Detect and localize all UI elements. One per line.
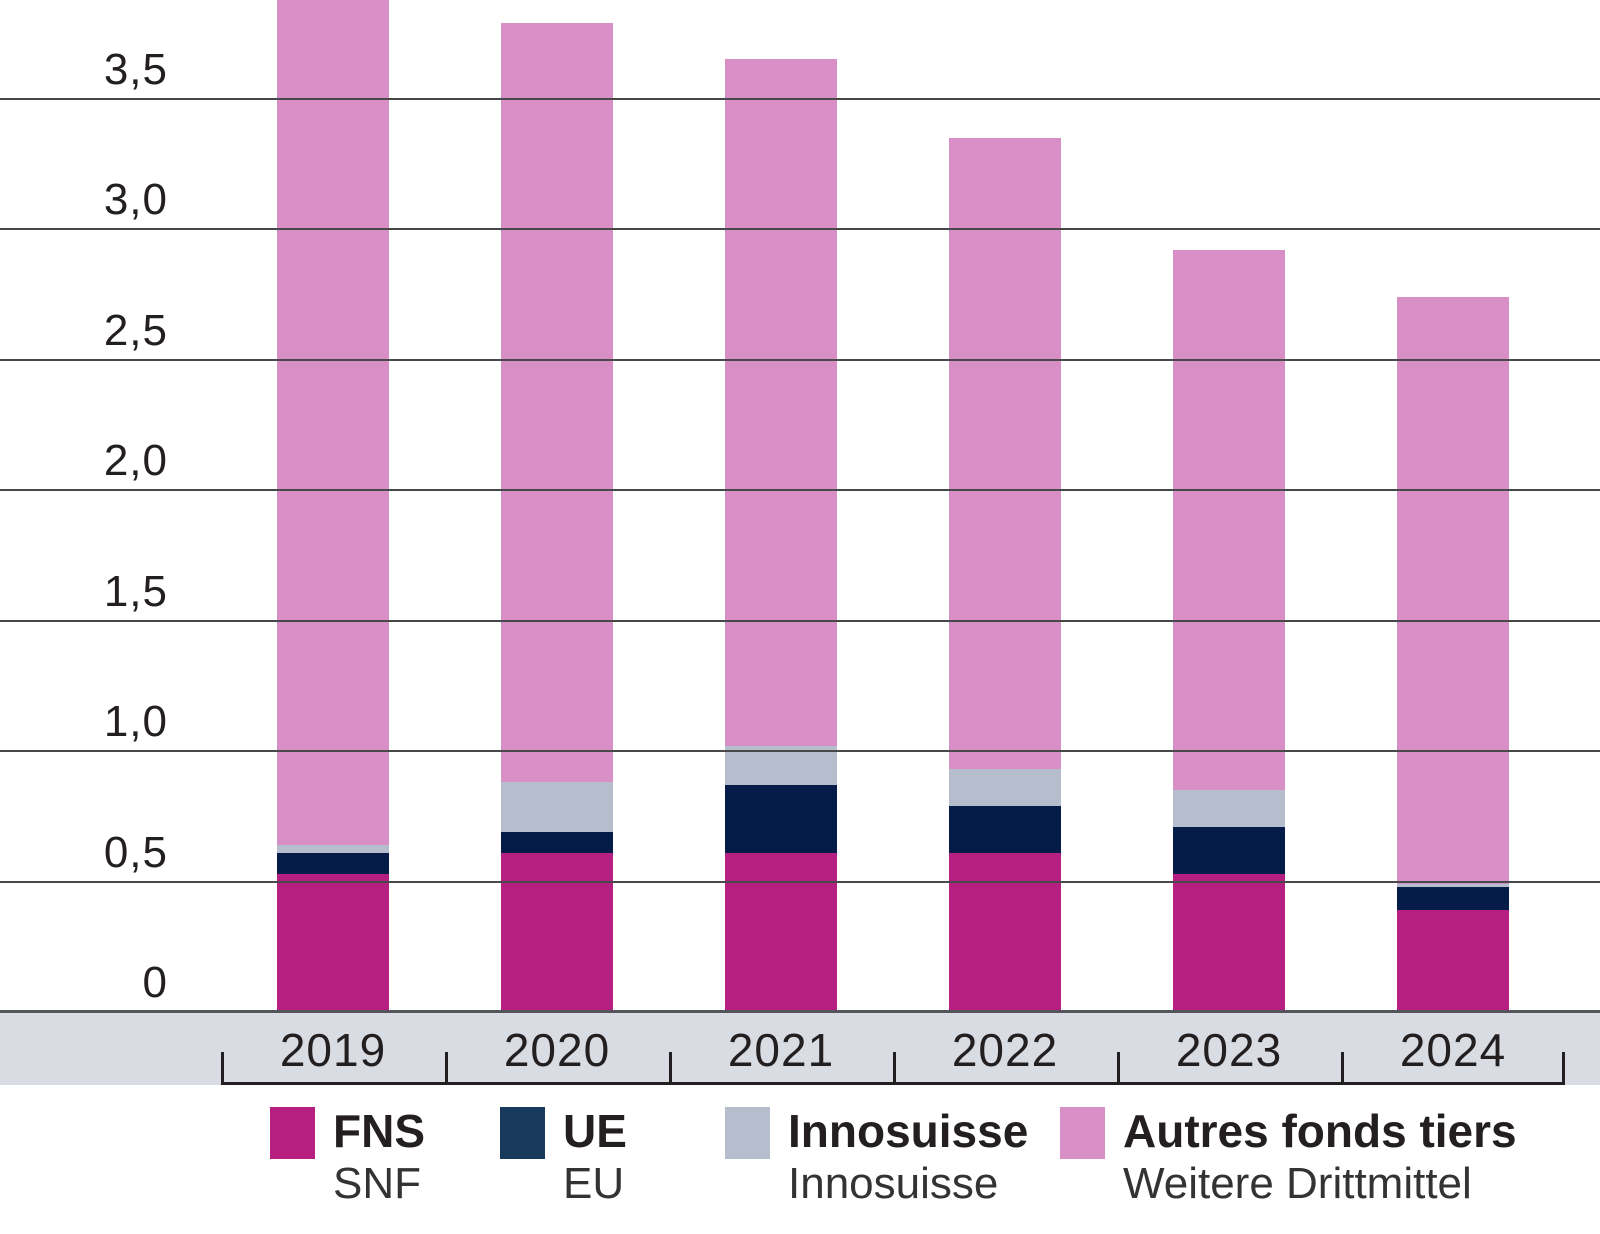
bar-segment-fns: [1397, 910, 1509, 1012]
bar-segment-autres-fonds-tiers: [949, 137, 1061, 770]
x-axis-year-label: 2020: [503, 1024, 611, 1076]
bar-segment-fns: [949, 852, 1061, 1012]
y-axis-tick-label: 0: [142, 958, 168, 1007]
bar-segment-innosuisse: [501, 782, 613, 832]
gridline-1.5: [0, 619, 1600, 622]
legend-label-fr: Innosuisse: [788, 1105, 1029, 1157]
legend-label-fr: UE: [563, 1105, 627, 1157]
y-axis-tick-label: 1,0: [103, 697, 168, 746]
bracket-tick: [893, 1052, 896, 1085]
y-axis-tick-label: 2,5: [103, 305, 168, 355]
bar-segment-ue: [725, 784, 837, 853]
bar-2022: [949, 137, 1061, 1012]
legend-label-fr: Autres fonds tiers: [1123, 1105, 1517, 1157]
y-axis-tick-label: 2,0: [103, 436, 168, 485]
legend-label-de: EU: [563, 1159, 625, 1208]
bar-segment-autres-fonds-tiers: [277, 0, 389, 845]
bracket-tick: [445, 1052, 448, 1085]
y-axis-tick-label: 3,0: [103, 175, 168, 224]
bracket-tick: [669, 1052, 672, 1085]
legend-label-fr: FNS: [333, 1105, 425, 1157]
bar-2021: [725, 59, 837, 1012]
legend-swatch: [1060, 1107, 1105, 1159]
bar-segment-innosuisse: [949, 769, 1061, 806]
x-axis-baseline: [0, 1010, 1600, 1013]
bar-segment-innosuisse: [725, 745, 837, 785]
x-axis-year-label: 2022: [951, 1024, 1059, 1076]
bar-segment-innosuisse: [1397, 884, 1509, 887]
bar-2024: [1397, 296, 1509, 1012]
x-axis-band: [0, 1013, 1600, 1085]
legend-swatch: [500, 1107, 545, 1159]
legend-label-de: SNF: [333, 1159, 421, 1208]
bracket-tick: [221, 1052, 224, 1085]
bar-segment-ue: [949, 805, 1061, 853]
x-axis-year-label: 2021: [727, 1024, 835, 1076]
legend-label-de: Weitere Drittmittel: [1123, 1159, 1472, 1208]
bar-segment-innosuisse: [277, 844, 389, 853]
y-axis-tick-label: 0,5: [103, 827, 168, 877]
bar-2019: [277, 0, 389, 1012]
bar-segment-fns: [725, 852, 837, 1012]
x-axis-year-label: 2019: [279, 1024, 387, 1076]
bar-segment-ue: [1397, 886, 1509, 911]
legend: FNS SNF UE EU Innosuisse Innosuisse Autres fon…: [0, 1103, 1600, 1234]
bar-segment-autres-fonds-tiers: [1173, 249, 1285, 791]
y-axis-tick-label: 3,5: [103, 44, 168, 94]
bracket-tick: [1562, 1052, 1565, 1085]
bar-segment-fns: [501, 852, 613, 1012]
bar-2023: [1173, 249, 1285, 1012]
bar-segment-ue: [501, 831, 613, 853]
legend-entry-fns: FNS SNF: [270, 1103, 425, 1209]
legend-label-de: Innosuisse: [788, 1159, 999, 1208]
legend-entry-autres-fonds-tiers: Autres fonds tiers Weitere Drittmittel: [1060, 1103, 1517, 1209]
gridline-1: [0, 750, 1600, 752]
gridline-2.5: [0, 358, 1600, 361]
gridline-3: [0, 228, 1600, 230]
bar-segment-fns: [277, 873, 389, 1012]
plot-area: [0, 0, 1600, 1012]
bracket-tick: [1117, 1052, 1120, 1085]
legend-entry-innosuisse: Innosuisse Innosuisse: [725, 1103, 1028, 1209]
bar-segment-ue: [277, 852, 389, 874]
gridline-3.5: [0, 97, 1600, 100]
legend-swatch: [270, 1107, 315, 1159]
x-axis-year-label: 2024: [1399, 1024, 1507, 1076]
gridline-0.5: [0, 880, 1600, 883]
bar-segment-autres-fonds-tiers: [725, 59, 837, 746]
bar-segment-fns: [1173, 873, 1285, 1012]
bracket-tick: [1341, 1052, 1344, 1085]
legend-swatch: [725, 1107, 770, 1159]
legend-entry-ue: UE EU: [500, 1103, 627, 1209]
bar-segment-ue: [1173, 826, 1285, 874]
bar-segment-autres-fonds-tiers: [501, 22, 613, 783]
bar-segment-autres-fonds-tiers: [1397, 296, 1509, 885]
x-axis-year-label: 2023: [1175, 1024, 1283, 1076]
gridline-2: [0, 489, 1600, 491]
bar-segment-innosuisse: [1173, 790, 1285, 827]
bar-2020: [501, 22, 613, 1012]
y-axis-tick-label: 1,5: [103, 566, 168, 616]
